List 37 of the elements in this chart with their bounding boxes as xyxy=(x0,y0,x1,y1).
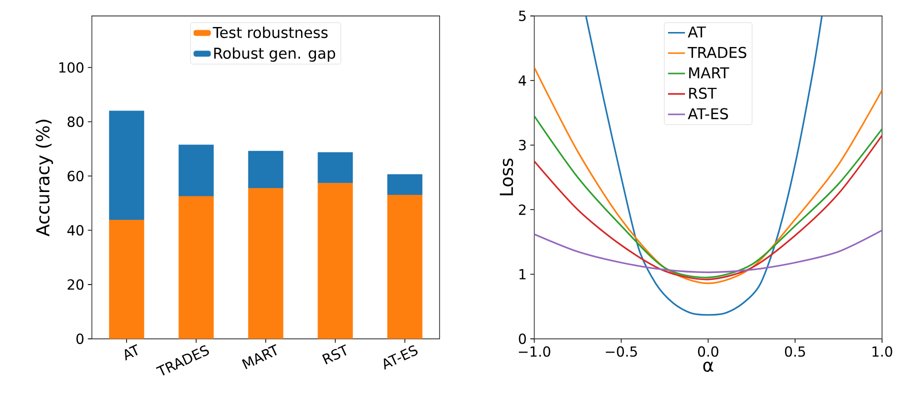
bar xyxy=(178,144,214,197)
y-tick-label: 0 xyxy=(76,334,84,344)
legend-label: Robust gen. gap xyxy=(214,48,336,62)
y-axis-title: Loss xyxy=(500,158,514,196)
y-tick-label: 1 xyxy=(519,269,526,280)
y-axis-title: Accuracy (%) xyxy=(36,120,54,237)
y-tick-label: 4 xyxy=(518,76,526,86)
y-tick-label: 100 xyxy=(59,62,84,73)
y-tick-label: 60 xyxy=(68,170,84,182)
legend-label: TRADES xyxy=(688,47,746,58)
line-series xyxy=(585,16,823,316)
y-tick-label: 3 xyxy=(519,140,526,151)
legend-label: RST xyxy=(689,88,717,100)
legend-label: MART xyxy=(689,68,730,78)
x-tick-label: 0.5 xyxy=(784,346,805,358)
y-tick-label: 20 xyxy=(68,279,84,290)
x-tick-label: −0.5 xyxy=(606,346,637,358)
y-tick-label: 40 xyxy=(67,225,84,236)
y-tick-label: 0 xyxy=(518,334,526,344)
legend-label: AT-ES xyxy=(688,108,728,120)
legend-label: AT xyxy=(688,26,706,38)
line-series xyxy=(534,67,882,284)
legend-label: Test robustness xyxy=(212,26,328,38)
line-series xyxy=(534,230,882,274)
x-tick-label: 1.0 xyxy=(872,346,892,358)
bar xyxy=(387,174,422,196)
y-tick-label: 5 xyxy=(519,10,526,22)
x-tick-label: 0.0 xyxy=(698,346,718,358)
x-tick-label: −1.0 xyxy=(518,346,550,358)
x-axis-title: α xyxy=(703,362,714,372)
x-tick-label: AT xyxy=(124,344,138,361)
bar xyxy=(109,110,144,220)
y-tick-label: 80 xyxy=(68,116,84,128)
bar xyxy=(318,152,353,184)
x-tick-label: RST xyxy=(322,344,346,365)
bar xyxy=(248,151,284,189)
y-tick-label: 2 xyxy=(518,204,526,216)
